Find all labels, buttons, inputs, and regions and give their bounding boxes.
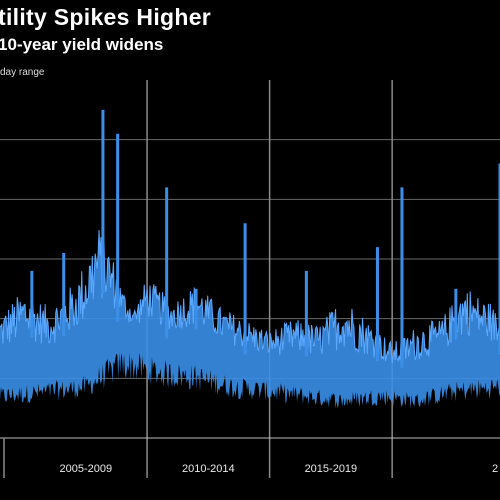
series-layer: [0, 109, 500, 409]
x-tick-label: 2005-2009: [59, 463, 112, 475]
chart-title: tility Spikes Higher: [0, 4, 212, 30]
x-tick-label: 2015-2019: [305, 463, 358, 475]
series-line: [0, 230, 500, 364]
grid-lines: [0, 80, 500, 478]
series-area: [0, 230, 500, 409]
x-axis: 2005-2009 2010-2014 2015-2019 2: [0, 437, 500, 478]
x-tick-label: 2010-2014: [182, 463, 235, 475]
chart-subtitle: 10-year yield widens: [0, 35, 164, 54]
y-unit-label: day range: [0, 67, 45, 78]
x-tick-label: 2: [492, 463, 498, 475]
